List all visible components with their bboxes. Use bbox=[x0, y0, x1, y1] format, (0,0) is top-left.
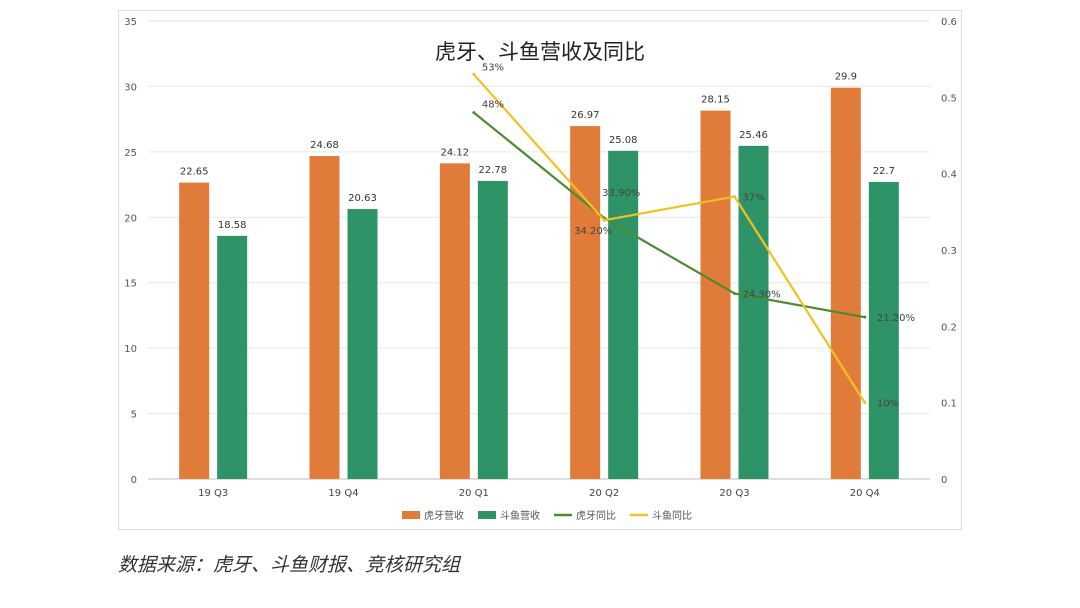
line-point bbox=[472, 111, 476, 115]
line-point bbox=[733, 195, 736, 199]
label-layer: 22.65 24.68 24.12 26.97 28.15 29.9 18.58 20.63 2… bbox=[180, 62, 915, 409]
bar bbox=[738, 145, 769, 479]
line-series bbox=[473, 73, 866, 404]
grid-layer bbox=[148, 20, 930, 480]
x-axis-tick-label: 20 Q2 bbox=[589, 488, 619, 499]
bar bbox=[477, 180, 508, 480]
legend-label: 虎牙营收 bbox=[424, 509, 464, 522]
x-axis-tick-label: 20 Q4 bbox=[850, 488, 880, 499]
bar-layer bbox=[179, 87, 899, 480]
line-data-label: 10% bbox=[877, 399, 899, 410]
line-point bbox=[863, 315, 867, 319]
line-data-label: 37% bbox=[743, 193, 765, 204]
bar bbox=[347, 209, 378, 479]
bar-data-label: 24.68 bbox=[310, 140, 339, 151]
y-axis-tick-label: 0 bbox=[131, 475, 137, 486]
bar-data-label: 18.58 bbox=[218, 220, 247, 231]
legend: 虎牙营收 斗鱼营收 虎牙同比 斗鱼同比 bbox=[402, 509, 692, 522]
bar-data-label: 25.08 bbox=[609, 135, 638, 146]
line-data-label: 33.90% bbox=[602, 188, 640, 199]
line-data-label: 21.20% bbox=[877, 313, 915, 324]
bar bbox=[179, 182, 210, 479]
legend-label: 斗鱼同比 bbox=[652, 509, 692, 522]
y-axis-tick-label: 35 bbox=[124, 17, 137, 28]
y-axis-tick-label: 5 bbox=[131, 410, 137, 421]
legend-swatch bbox=[402, 511, 420, 519]
legend-swatch bbox=[478, 511, 496, 519]
line-data-label: 24.30% bbox=[743, 290, 781, 301]
y-axis-tick-label: 20 bbox=[124, 213, 137, 224]
chart-frame bbox=[118, 10, 962, 530]
line-point bbox=[863, 401, 867, 405]
x-axis-tick-label: 20 Q3 bbox=[719, 488, 749, 499]
y-axis-tick-label: 15 bbox=[124, 279, 137, 290]
bar bbox=[439, 163, 470, 480]
bar-data-label: 26.97 bbox=[571, 110, 600, 121]
line-data-label: 48% bbox=[482, 100, 504, 111]
line-data-label: 53% bbox=[482, 62, 504, 73]
line-series bbox=[473, 111, 866, 319]
y2-axis-tick-label: 0.5 bbox=[941, 93, 957, 104]
y2-axis-tick-label: 0.3 bbox=[941, 246, 957, 257]
bar-data-label: 22.78 bbox=[479, 165, 508, 176]
bar bbox=[830, 87, 861, 479]
legend-label: 虎牙同比 bbox=[576, 510, 616, 522]
line-point bbox=[602, 218, 606, 222]
y2-axis-tick-label: 0.2 bbox=[941, 322, 957, 333]
chart-title: 虎牙、斗鱼营收及同比 bbox=[435, 40, 645, 64]
bar-data-label: 25.46 bbox=[739, 130, 768, 141]
bar-data-label: 24.12 bbox=[441, 147, 470, 158]
x-axis-tick-label: 19 Q4 bbox=[328, 488, 358, 499]
source-note: 数据来源：虎牙、斗鱼财报、竞核研究组 bbox=[118, 554, 461, 576]
axis-layer: 0 5 10 15 20 25 30 35 0 0.1 0.2 0.3 0.4 0.5 0.6 19 Q3 19… bbox=[124, 17, 957, 499]
y2-axis-tick-label: 0 bbox=[941, 475, 947, 486]
x-axis-tick-label: 20 Q1 bbox=[459, 488, 489, 499]
bar-data-label: 29.9 bbox=[835, 72, 857, 83]
y2-axis-tick-label: 0.1 bbox=[941, 399, 957, 410]
line-layer bbox=[472, 72, 867, 405]
y2-axis-tick-label: 0.6 bbox=[941, 17, 957, 28]
bar-data-label: 20.63 bbox=[348, 193, 377, 204]
y-axis-tick-label: 25 bbox=[124, 148, 137, 159]
bar-data-label: 22.7 bbox=[873, 166, 895, 177]
bar bbox=[868, 181, 899, 479]
bar bbox=[309, 156, 340, 480]
y-axis-tick-label: 30 bbox=[124, 82, 137, 93]
line-data-label: 34.20% bbox=[574, 226, 612, 237]
bar bbox=[570, 126, 601, 480]
y2-axis-tick-label: 0.4 bbox=[941, 170, 957, 181]
bar-data-label: 22.65 bbox=[180, 167, 209, 178]
bar bbox=[217, 235, 248, 479]
line-point bbox=[472, 72, 476, 76]
line-point bbox=[733, 292, 736, 296]
bar-data-label: 28.15 bbox=[701, 95, 730, 106]
y-axis-tick-label: 10 bbox=[124, 344, 137, 355]
legend-label: 斗鱼营收 bbox=[500, 509, 540, 522]
x-axis-tick-label: 19 Q3 bbox=[198, 488, 228, 499]
bar bbox=[700, 110, 731, 479]
bar bbox=[608, 150, 639, 479]
